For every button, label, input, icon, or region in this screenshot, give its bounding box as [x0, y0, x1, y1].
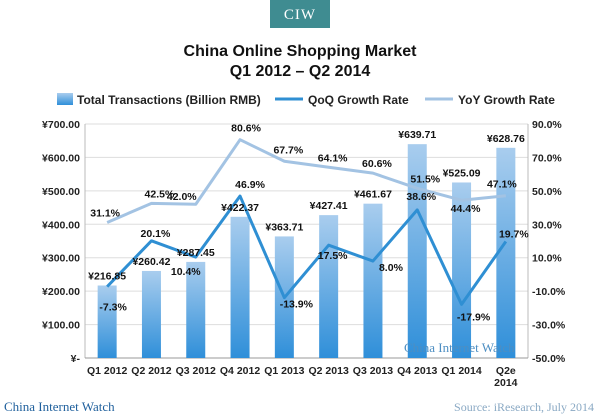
- chart-title: China Online Shopping Market: [184, 43, 418, 60]
- left-axis: ¥- ¥100.00 ¥200.00 ¥300.00 ¥400.00 ¥500.00 ¥60…: [42, 119, 80, 365]
- bar: [97, 285, 117, 358]
- qoq-value-label: 17.5%: [318, 250, 348, 262]
- right-tick-label: -10.0%: [532, 286, 566, 298]
- bar-value-label: ¥260.42: [132, 256, 170, 268]
- x-tick-label: Q1 2013: [264, 365, 304, 377]
- bar-value-label: ¥422.37: [221, 202, 259, 214]
- bar: [407, 144, 427, 358]
- logo-text: CIW: [284, 7, 316, 23]
- x-tick-label: 2014: [494, 377, 518, 389]
- bar-value-label: ¥639.71: [398, 129, 436, 141]
- qoq-value-label: 19.7%: [499, 229, 529, 241]
- yoy-value-label: 51.5%: [410, 173, 440, 185]
- left-tick-label: ¥700.00: [42, 119, 80, 131]
- x-tick-label: Q1 2014: [441, 365, 481, 377]
- yoy-value-label: 44.4%: [451, 203, 481, 215]
- logo: CIW: [270, 0, 330, 28]
- yoy-value-label: 80.6%: [231, 123, 261, 135]
- bar: [363, 203, 383, 358]
- bar-value-label: ¥287.45: [177, 247, 215, 259]
- bar-value-label: ¥216.85: [88, 271, 126, 283]
- footer-source: Source: iResearch, July 2014: [454, 400, 594, 414]
- bar: [319, 215, 339, 358]
- left-tick-label: ¥600.00: [42, 152, 80, 164]
- left-tick-label: ¥300.00: [42, 253, 80, 265]
- qoq-value-label: -13.9%: [280, 299, 314, 311]
- yoy-value-label: 60.6%: [362, 158, 392, 170]
- bar: [452, 182, 472, 358]
- x-tick-label: Q4 2012: [220, 365, 260, 377]
- logo-badge: [270, 0, 330, 28]
- watermark: China Internet Watch: [404, 340, 515, 355]
- left-tick-label: ¥500.00: [42, 186, 80, 198]
- bar: [186, 261, 206, 358]
- x-axis: Q1 2012 Q2 2012 Q3 2012 Q4 2012 Q1 2013 Q2 20…: [87, 365, 518, 389]
- legend-label-yoy: YoY Growth Rate: [458, 93, 555, 107]
- lines: [106, 138, 508, 306]
- x-tick-label: Q4 2013: [397, 365, 437, 377]
- left-tick-label: ¥400.00: [42, 219, 80, 231]
- right-tick-label: -50.0%: [532, 353, 566, 365]
- bar-value-label: ¥427.41: [310, 200, 348, 212]
- qoq-value-label: -7.3%: [99, 302, 127, 314]
- qoq-value-label: 10.4%: [171, 266, 201, 278]
- bar: [230, 216, 250, 358]
- footer-source-brand: China Internet Watch: [4, 399, 115, 414]
- data-labels: ¥216.85 ¥260.42 ¥287.45 ¥422.37 ¥363.71 ¥427.…: [88, 123, 529, 324]
- yoy-value-label: 42.5%: [145, 188, 175, 200]
- left-tick-label: ¥200.00: [42, 286, 80, 298]
- legend-label-transactions: Total Transactions (Billion RMB): [77, 93, 261, 107]
- legend-label-qoq: QoQ Growth Rate: [308, 93, 409, 107]
- qoq-value-label: 46.9%: [235, 179, 265, 191]
- bar-value-label: ¥363.71: [265, 221, 303, 233]
- yoy-value-label: 31.1%: [90, 207, 120, 219]
- bar-value-label: ¥628.76: [487, 133, 525, 145]
- yoy-value-label: 42.0%: [167, 191, 197, 203]
- bar: [496, 147, 516, 358]
- x-tick-label: Q3 2012: [176, 365, 216, 377]
- x-tick-label: Q1 2012: [87, 365, 127, 377]
- x-tick-label: Q3 2013: [353, 365, 393, 377]
- yoy-value-label: 67.7%: [273, 144, 303, 156]
- bar-value-label: ¥461.67: [354, 189, 392, 201]
- qoq-line: [106, 194, 508, 306]
- right-tick-label: 10.0%: [532, 253, 562, 265]
- bar: [141, 270, 161, 358]
- right-tick-label: -30.0%: [532, 320, 566, 332]
- x-tick-label: Q2e: [496, 365, 516, 377]
- yoy-line: [106, 138, 507, 224]
- x-tick-label: Q2 2013: [309, 365, 349, 377]
- legend-swatch-bar: [57, 93, 73, 105]
- x-tick-label: Q2 2012: [131, 365, 171, 377]
- right-tick-label: 50.0%: [532, 186, 562, 198]
- right-tick-label: 70.0%: [532, 152, 562, 164]
- qoq-value-label: 38.6%: [406, 191, 436, 203]
- qoq-value-label: 20.1%: [141, 228, 171, 240]
- left-tick-label: ¥-: [71, 353, 81, 365]
- qoq-value-label: 8.0%: [379, 262, 404, 274]
- right-axis: -50.0% -30.0% -10.0% 10.0% 30.0% 50.0% 70.0% 90…: [532, 119, 566, 365]
- right-tick-label: 30.0%: [532, 219, 562, 231]
- legend: Total Transactions (Billion RMB) QoQ Gro…: [57, 93, 555, 107]
- yoy-value-label: 47.1%: [487, 179, 517, 191]
- right-tick-label: 90.0%: [532, 119, 562, 131]
- bar-value-label: ¥525.09: [443, 167, 481, 179]
- left-tick-label: ¥100.00: [42, 320, 80, 332]
- yoy-value-label: 64.1%: [318, 152, 348, 164]
- chart-subtitle: Q1 2012 – Q2 2014: [230, 63, 371, 80]
- qoq-value-label: -17.9%: [457, 311, 491, 323]
